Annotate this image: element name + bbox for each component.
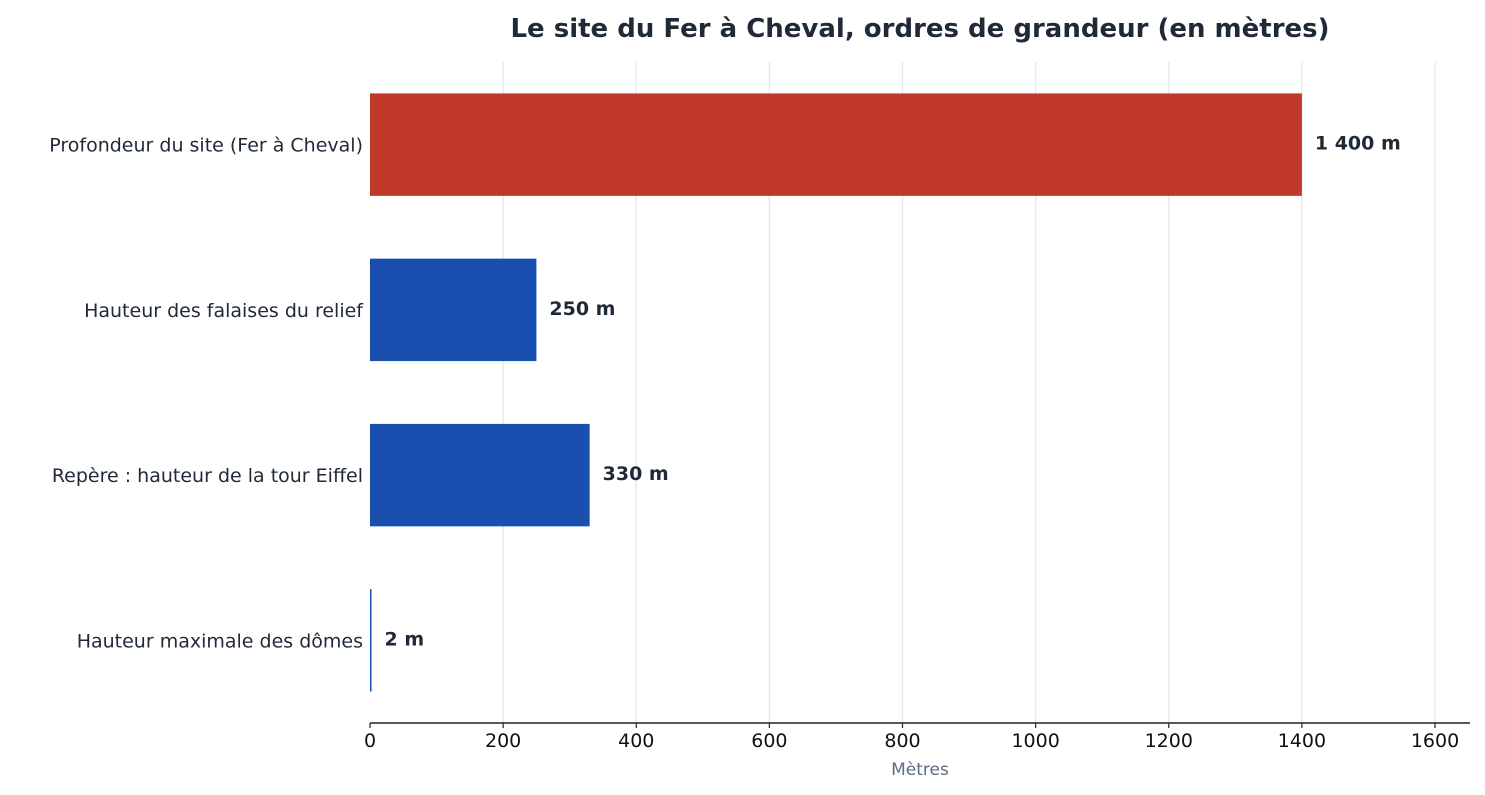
category-label: Hauteur des falaises du relief bbox=[84, 300, 364, 322]
x-tick-label: 1400 bbox=[1278, 730, 1326, 752]
bar bbox=[370, 93, 1302, 196]
x-tick-label: 1200 bbox=[1145, 730, 1193, 752]
bar bbox=[370, 258, 537, 362]
value-label: 250 m bbox=[549, 298, 615, 320]
category-label: Hauteur maximale des dômes bbox=[77, 630, 363, 652]
x-tick-label: 400 bbox=[618, 730, 654, 752]
category-label: Profondeur du site (Fer à Cheval) bbox=[49, 135, 363, 157]
x-axis-title: Mètres bbox=[891, 760, 949, 780]
x-tick-label: 1600 bbox=[1411, 730, 1459, 752]
value-label: 1 400 m bbox=[1315, 133, 1401, 155]
x-tick-label: 1000 bbox=[1011, 730, 1059, 752]
x-tick-label: 800 bbox=[884, 730, 920, 752]
x-tick-label: 600 bbox=[751, 730, 787, 752]
x-tick-label: 200 bbox=[485, 730, 521, 752]
bar bbox=[370, 423, 590, 527]
value-label: 330 m bbox=[603, 463, 669, 485]
x-tick-label: 0 bbox=[364, 730, 376, 752]
chart-title: Le site du Fer à Cheval, ordres de grand… bbox=[510, 14, 1329, 44]
x-tick-labels: 0 200 400 600 800 1000 1200 1400 1600 bbox=[364, 723, 1459, 752]
category-label: Repère : hauteur de la tour Eiffel bbox=[52, 465, 363, 487]
bar bbox=[370, 589, 372, 692]
bars bbox=[370, 93, 1302, 692]
value-labels: 1 400 m 250 m 330 m 2 m bbox=[385, 133, 1401, 651]
value-label: 2 m bbox=[385, 628, 425, 650]
category-labels: Profondeur du site (Fer à Cheval) Hauteur… bbox=[49, 135, 364, 653]
